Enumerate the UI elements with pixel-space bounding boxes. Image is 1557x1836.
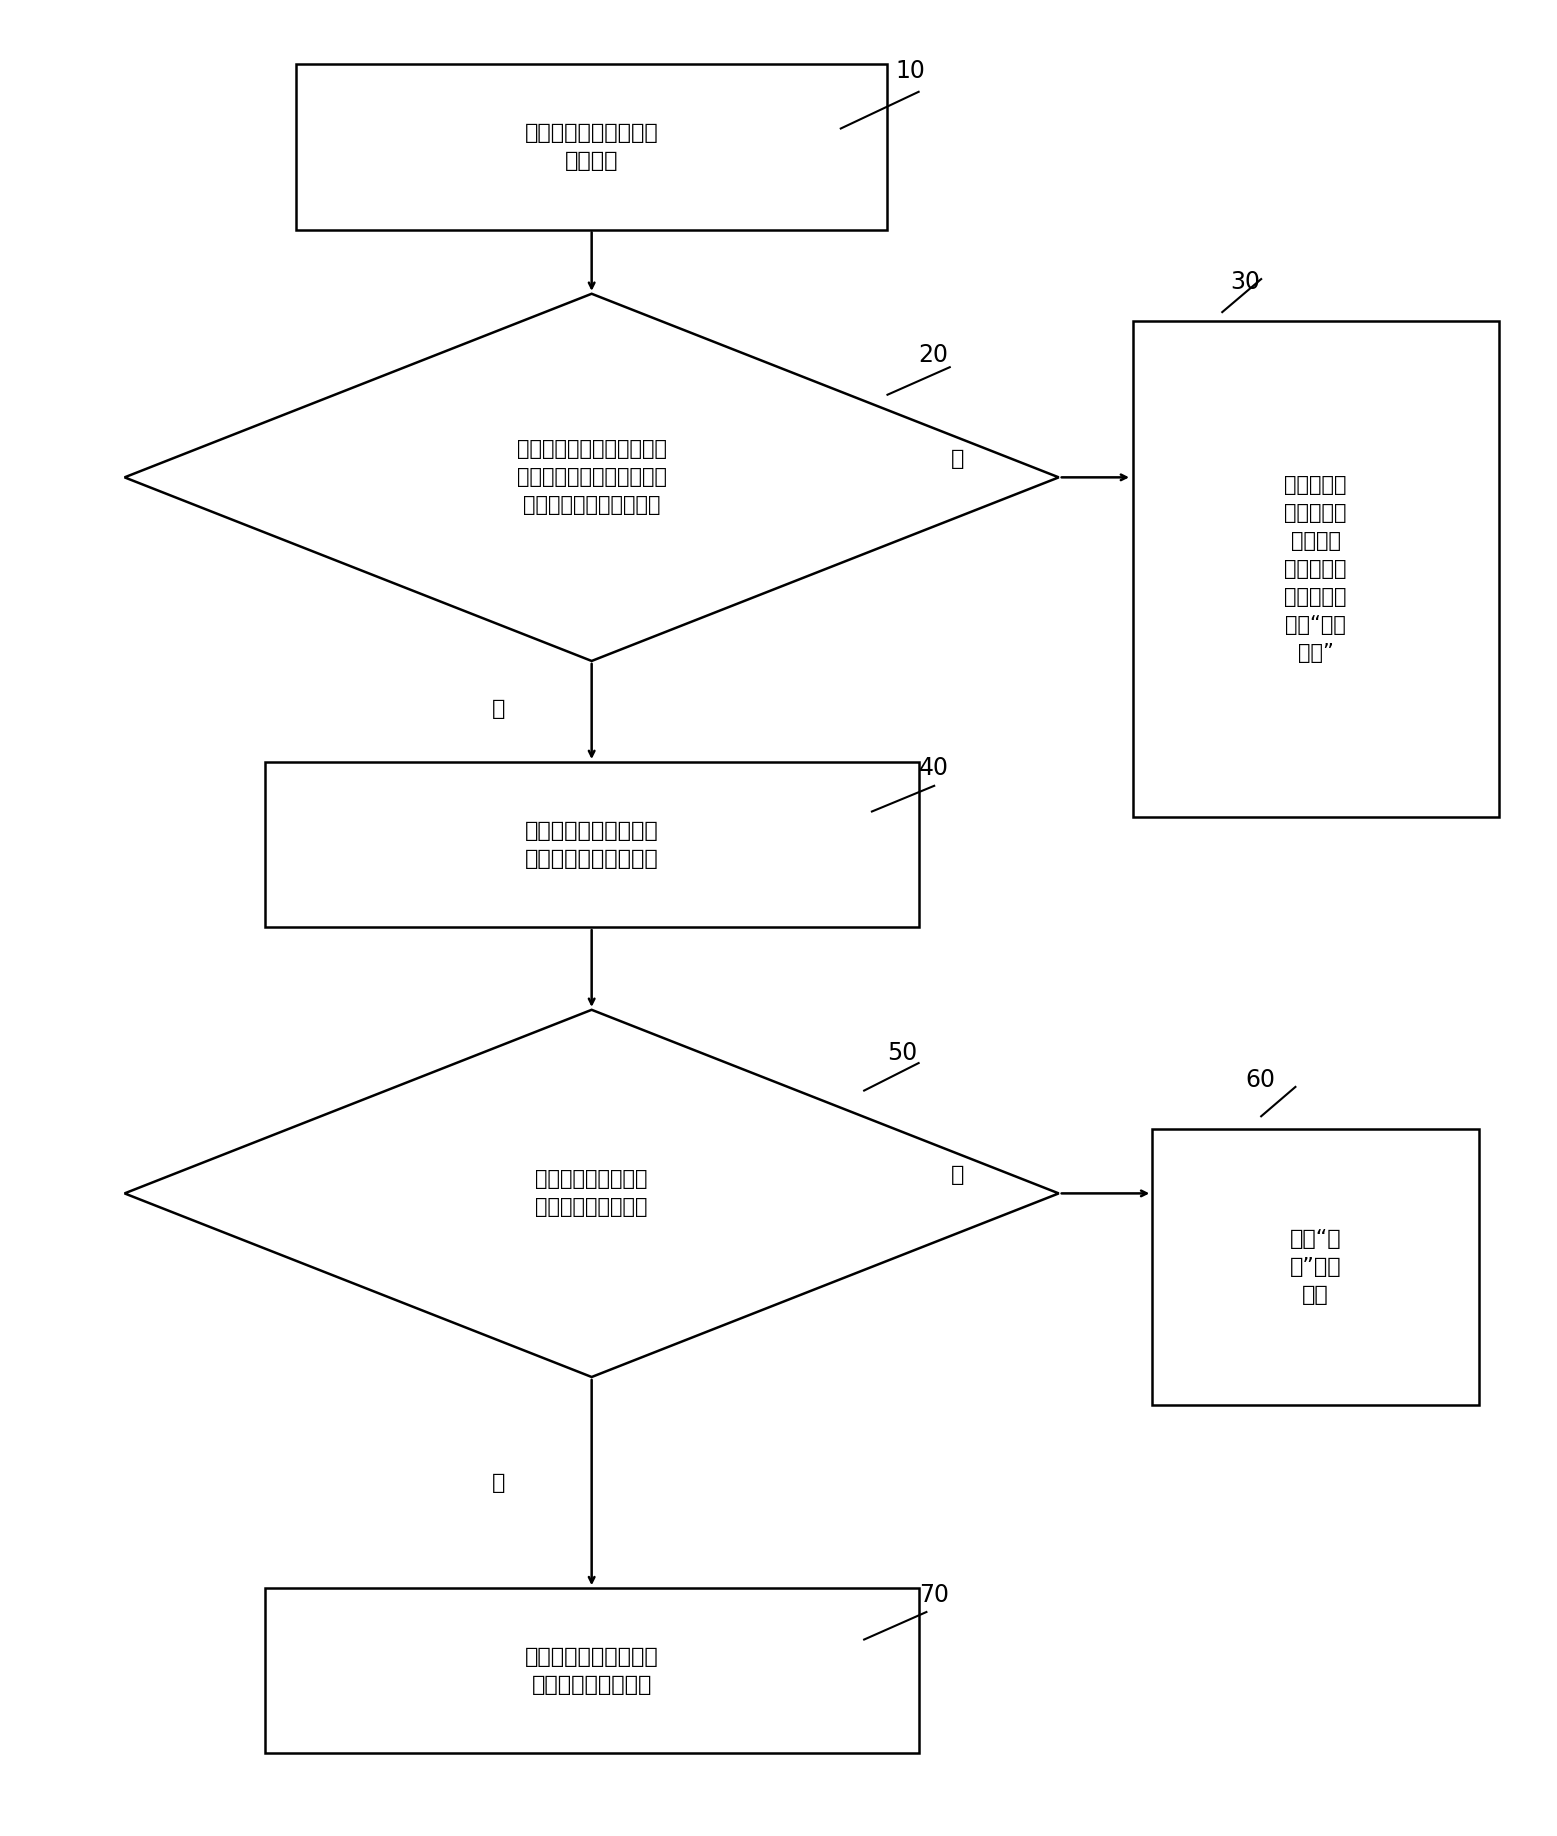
Polygon shape — [125, 294, 1059, 661]
Bar — [1152, 1129, 1479, 1405]
Text: 定位故障数据块，判断发生
故障的数据块所在条带是否
已经存在其他故障数据块: 定位故障数据块，判断发生 故障的数据块所在条带是否 已经存在其他故障数据块 — [517, 439, 666, 516]
Text: 40: 40 — [919, 756, 948, 780]
Text: 磁盘阵列中的磁盘发生
读写故障: 磁盘阵列中的磁盘发生 读写故障 — [525, 123, 659, 171]
Text: 否: 否 — [951, 1166, 964, 1184]
Bar — [296, 64, 887, 230]
Bar — [1132, 321, 1498, 817]
Text: 是: 是 — [492, 1474, 504, 1493]
Text: 对故障数据块进行数据
重构，恢复故障数据: 对故障数据块进行数据 重构，恢复故障数据 — [525, 1647, 659, 1695]
Bar — [265, 762, 919, 927]
Text: 将故障数据块的位置信
息记录到故障信息表中: 将故障数据块的位置信 息记录到故障信息表中 — [525, 821, 659, 868]
Text: 10: 10 — [895, 59, 925, 83]
Text: 20: 20 — [919, 343, 948, 367]
Text: 磁盘阵列系
统的信息完
整性被破
坏，将磁盘
阵列系统设
置为“只读
模式”: 磁盘阵列系 统的信息完 整性被破 坏，将磁盘 阵列系统设 置为“只读 模式” — [1285, 476, 1347, 663]
Text: 是: 是 — [951, 450, 964, 468]
Text: 70: 70 — [919, 1583, 948, 1606]
Polygon shape — [125, 1010, 1059, 1377]
Text: 判断磁盘阵列系统中
是否存在冗余数据盘: 判断磁盘阵列系统中 是否存在冗余数据盘 — [536, 1170, 648, 1217]
Text: 50: 50 — [887, 1041, 917, 1065]
Text: 30: 30 — [1230, 270, 1260, 294]
Bar — [265, 1588, 919, 1753]
Text: 否: 否 — [492, 700, 504, 718]
Text: 进入“降
级”运行
模式: 进入“降 级”运行 模式 — [1289, 1228, 1342, 1305]
Text: 60: 60 — [1246, 1069, 1275, 1092]
